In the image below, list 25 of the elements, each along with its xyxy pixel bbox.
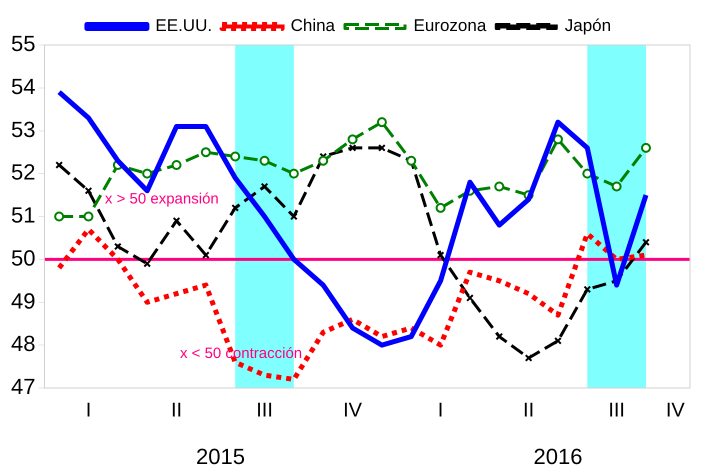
y-tick-label: 48	[10, 331, 36, 356]
x-tick-label: I	[438, 400, 444, 422]
y-tick-label: 51	[10, 202, 36, 228]
legend-label: Japón	[564, 16, 612, 36]
legend-label: Eurozona	[414, 16, 487, 36]
x-tick-label: IV	[343, 400, 363, 422]
y-tick-label: 49	[10, 288, 36, 314]
x-tick-label: III	[608, 400, 625, 422]
legend-label: China	[290, 16, 336, 36]
x-tick-label: III	[256, 400, 273, 422]
x-tick-label: II	[170, 400, 182, 422]
y-tick-label: 55	[10, 31, 36, 56]
text: 2016	[533, 444, 582, 470]
annotation: x > 50 expansión	[104, 190, 219, 208]
y-tick-label: 52	[10, 160, 36, 185]
y-tick-label: 47	[10, 374, 36, 400]
x-tick-label: I	[86, 400, 92, 422]
text: 2015	[196, 444, 245, 470]
x-tick-label: II	[523, 400, 534, 422]
y-tick-label: 54	[10, 74, 36, 99]
y-tick-label: 50	[10, 245, 36, 270]
annotation: x < 50 contracción	[180, 344, 302, 362]
legend-label: EE.UU.	[155, 16, 212, 36]
y-tick-label: 53	[10, 116, 36, 142]
x-tick-label: IV	[666, 400, 686, 422]
